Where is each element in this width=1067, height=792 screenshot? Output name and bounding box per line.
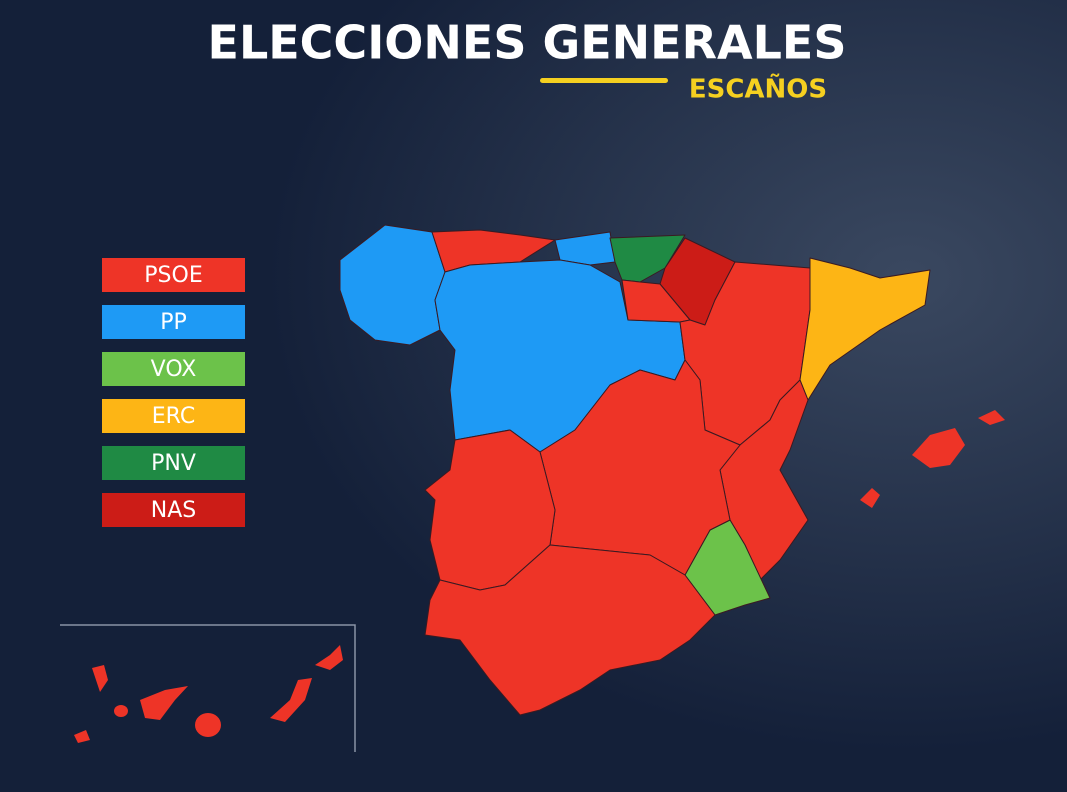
legend: PSOE PP VOX ERC PNV NAS — [102, 258, 245, 527]
island — [270, 678, 312, 722]
island — [195, 713, 221, 737]
canarias-inset — [60, 624, 356, 752]
legend-label: PNV — [151, 451, 196, 476]
spain-map — [339, 224, 1005, 716]
legend-label: ERC — [152, 404, 195, 429]
subtitle: ESCAÑOS — [689, 73, 827, 105]
island — [92, 665, 108, 692]
legend-swatch — [102, 399, 245, 433]
legend-swatch — [102, 258, 245, 292]
island — [140, 686, 188, 720]
legend-label: PP — [160, 310, 187, 335]
legend-swatch — [102, 446, 245, 480]
legend-label: PSOE — [144, 263, 202, 288]
region-ibiza — [860, 488, 880, 508]
region-mallorca — [912, 428, 965, 468]
title-underline — [540, 78, 668, 83]
region-cataluna — [799, 257, 931, 401]
region-andalucia — [424, 544, 716, 716]
legend-swatch — [102, 493, 245, 527]
inset-frame — [60, 624, 356, 752]
legend-swatch — [102, 352, 245, 386]
legend-swatch — [102, 305, 245, 339]
island — [74, 730, 90, 743]
title: ELECCIONES GENERALES — [208, 16, 847, 70]
region-cantabria — [554, 231, 616, 266]
island — [315, 645, 343, 670]
island — [114, 705, 128, 717]
legend-label: VOX — [151, 357, 197, 382]
region-menorca — [978, 410, 1005, 425]
legend-label: NAS — [151, 498, 196, 523]
